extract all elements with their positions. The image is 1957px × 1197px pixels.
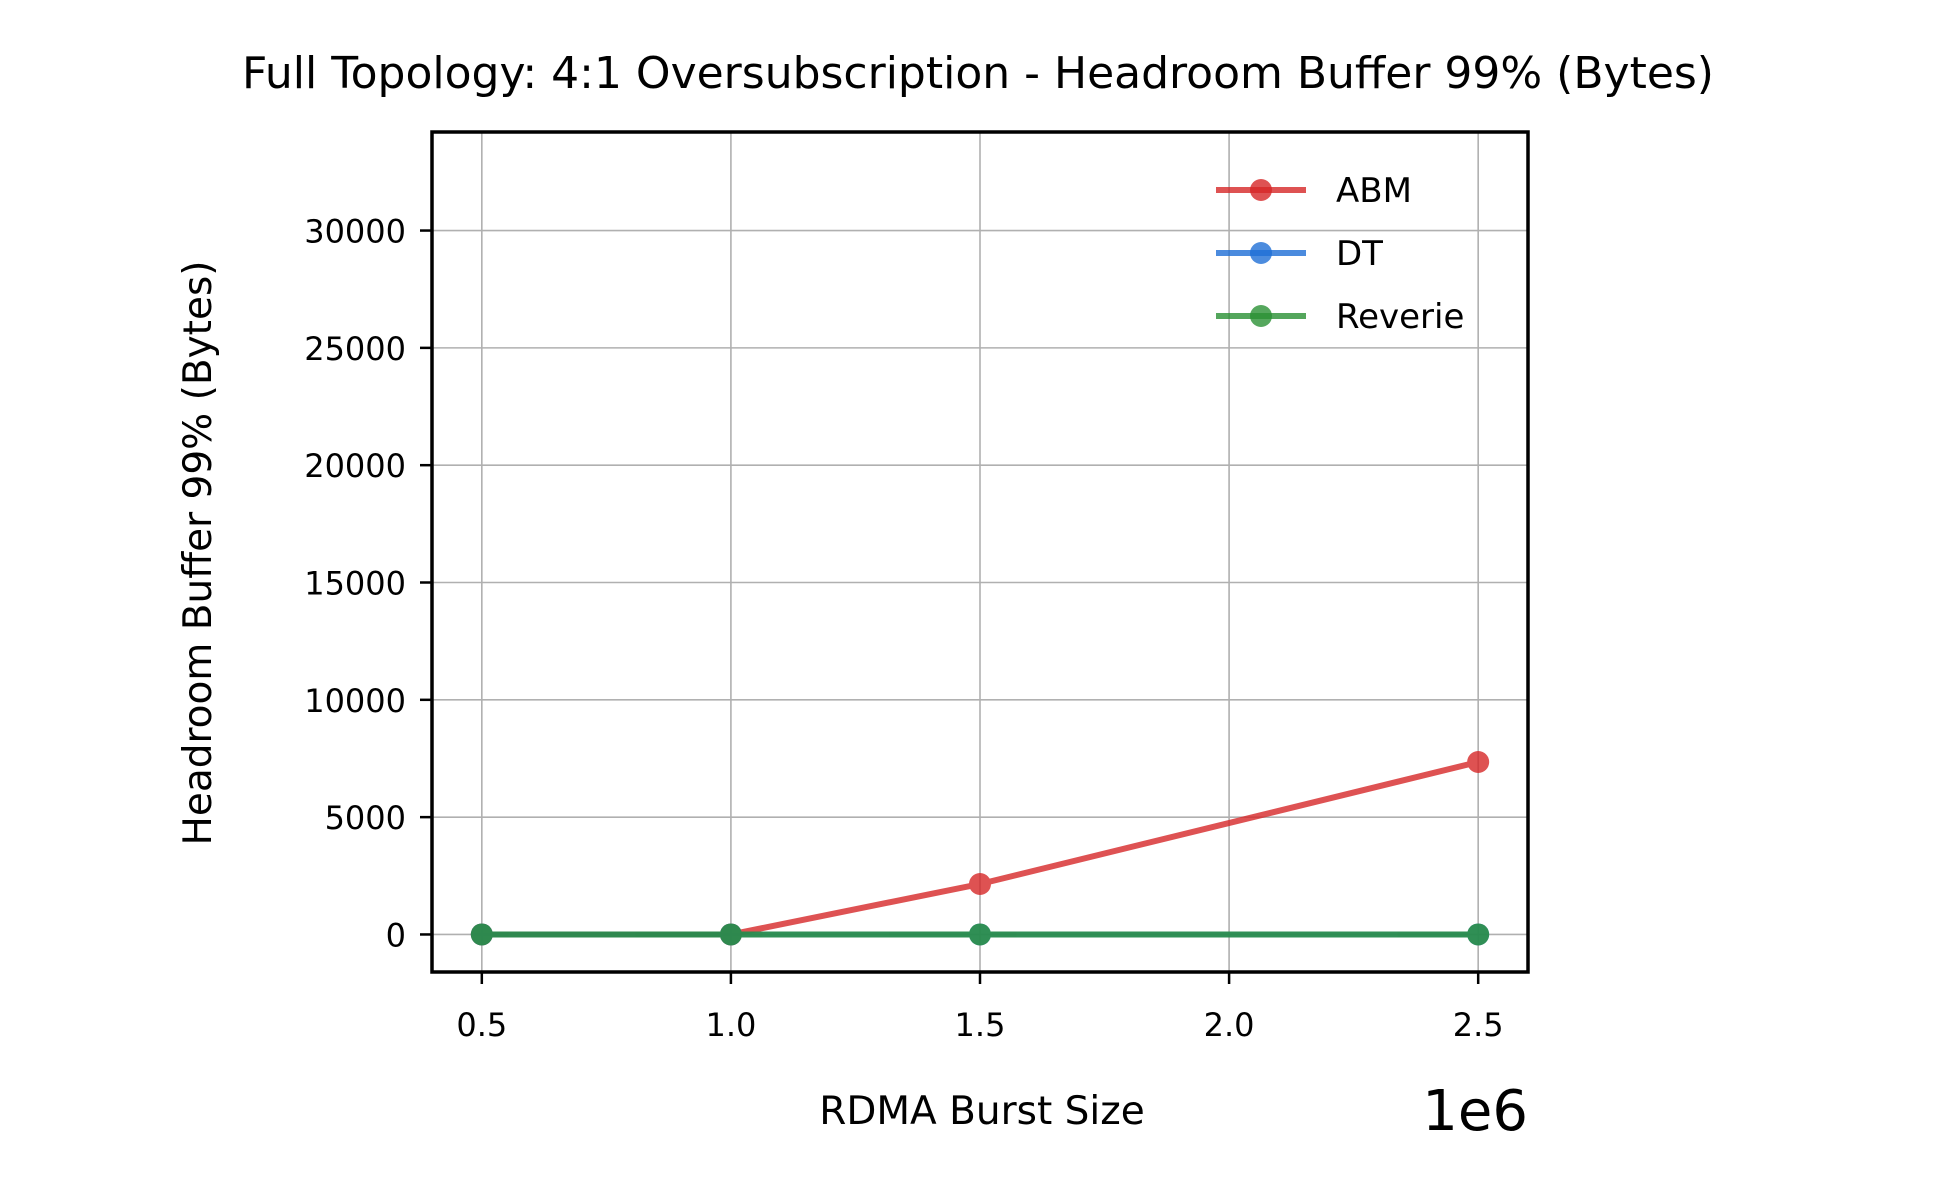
legend-marker [1250,179,1272,201]
x-tick-label: 2.0 [1204,1006,1255,1044]
y-axis-label: Headroom Buffer 99% (Bytes) [176,261,221,846]
x-tick-label: 0.5 [456,1006,507,1044]
y-tick-label: 0 [386,916,406,954]
y-tick-label: 10000 [304,682,406,720]
legend-item-abm: ABM [1216,171,1412,211]
x-tick-label: 2.5 [1453,1006,1504,1044]
data-point [1467,923,1490,946]
legend-marker [1250,305,1272,327]
data-point [1467,751,1490,773]
series-layer [470,751,1490,946]
x-axis-label: RDMA Burst Size [819,1089,1144,1134]
data-point [719,923,742,946]
x-offset-label: 1e6 [1422,1079,1528,1144]
grid [432,132,1528,972]
legend: ABM DT Reverie [1216,171,1464,337]
legend-item-reverie: Reverie [1216,297,1464,337]
legend-label: ABM [1336,171,1412,211]
x-tick-label: 1.5 [955,1006,1006,1044]
y-tick-label: 5000 [325,799,406,837]
legend-item-dt: DT [1216,234,1383,274]
legend-label: Reverie [1336,297,1464,337]
y-tick-label: 15000 [304,565,406,603]
chart-title: Full Topology: 4:1 Oversubscription - He… [242,48,1714,99]
ticks: 0.5 1.0 1.5 2.0 2.5 0 5000 10000 15000 20000 25000… [304,213,1503,1044]
legend-label: DT [1336,234,1383,274]
y-tick-label: 20000 [304,447,406,485]
data-point [470,923,493,946]
y-tick-label: 25000 [304,330,406,368]
legend-marker [1250,242,1272,264]
y-tick-label: 30000 [304,213,406,251]
series-reverie [470,923,1490,946]
data-point [969,873,991,896]
x-tick-label: 1.0 [705,1006,756,1044]
data-point [969,923,991,946]
